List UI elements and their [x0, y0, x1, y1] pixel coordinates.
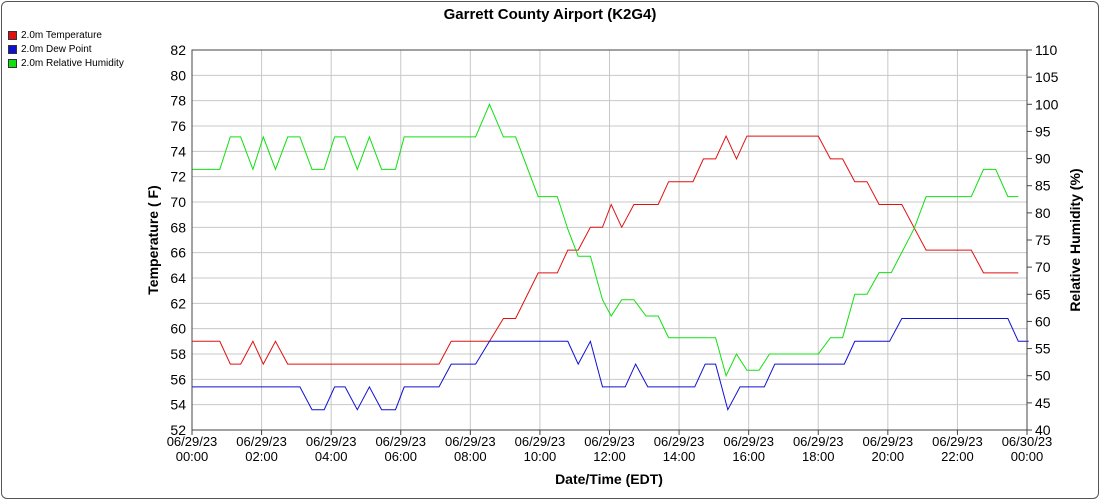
x-tick-label-time: 10:00 — [524, 449, 557, 464]
x-tick-label-time: 20:00 — [872, 449, 905, 464]
x-tick-label-time: 12:00 — [593, 449, 626, 464]
y2-tick-label: 105 — [1035, 69, 1059, 85]
y2-tick-label: 40 — [1035, 422, 1051, 438]
y-tick-label: 74 — [170, 143, 186, 159]
y2-tick-label: 60 — [1035, 313, 1051, 329]
grid — [191, 49, 1028, 431]
y2-tick-label: 45 — [1035, 395, 1051, 411]
legend-swatch-relative-humidity — [8, 58, 17, 68]
x-tick-label-date: 06/29/23 — [584, 434, 635, 449]
x-tick-label-time: 22:00 — [941, 449, 974, 464]
series-lines — [192, 103, 1029, 412]
y2-tick-label: 90 — [1035, 151, 1051, 167]
series-line-relative-humidity — [192, 103, 1019, 378]
x-tick-label-date: 06/29/23 — [306, 434, 357, 449]
y2-tick-label: 85 — [1035, 178, 1051, 194]
x-tick-label-date: 06/29/23 — [723, 434, 774, 449]
series-line-temperature — [192, 134, 1019, 366]
x-tick-label-date: 06/29/23 — [793, 434, 844, 449]
y-tick-label: 62 — [170, 295, 186, 311]
x-tick-label-date: 06/29/23 — [515, 434, 566, 449]
y-tick-label: 52 — [170, 422, 186, 438]
x-tick-label-time: 00:00 — [176, 449, 209, 464]
y2-tick-label: 75 — [1035, 232, 1051, 248]
x-tick-label-date: 06/29/23 — [863, 434, 914, 449]
y-tick-label: 68 — [170, 219, 186, 235]
x-tick-label-date: 06/29/23 — [167, 434, 218, 449]
x-tick-label-time: 18:00 — [802, 449, 835, 464]
legend-label-temperature: 2.0m Temperature — [21, 29, 102, 41]
y-tick-label: 78 — [170, 93, 186, 109]
legend: 2.0m Temperature 2.0m Dew Point 2.0m Rel… — [8, 28, 124, 70]
y2-tick-label: 100 — [1035, 96, 1059, 112]
y-tick-label: 70 — [170, 194, 186, 210]
y-tick-label: 76 — [170, 118, 186, 134]
y-tick-label: 56 — [170, 371, 186, 387]
y2-tick-label: 95 — [1035, 123, 1051, 139]
y2-tick-label: 80 — [1035, 205, 1051, 221]
legend-swatch-temperature — [8, 30, 17, 40]
x-tick-label-date: 06/29/23 — [236, 434, 287, 449]
y2-tick-label: 65 — [1035, 286, 1051, 302]
x-tick-label-time: 16:00 — [732, 449, 765, 464]
axes: 52 54 56 58 60 62 64 66 68 70 72 74 76 78 80 82 40 45 50 55… — [167, 42, 1059, 464]
y-tick-label: 58 — [170, 346, 186, 362]
series-line-dew-point — [192, 318, 1029, 412]
legend-item-relative-humidity: 2.0m Relative Humidity — [8, 56, 124, 70]
y2-tick-label: 70 — [1035, 259, 1051, 275]
x-tick-label-time: 14:00 — [663, 449, 696, 464]
x-tick-label-time: 08:00 — [454, 449, 487, 464]
y2-tick-label: 110 — [1035, 42, 1058, 58]
y2-tick-label: 55 — [1035, 341, 1051, 357]
legend-label-dew-point: 2.0m Dew Point — [21, 43, 92, 55]
x-axis-label: Date/Time (EDT) — [555, 471, 663, 487]
y-tick-label: 80 — [170, 67, 186, 83]
x-tick-label-date: 06/29/23 — [654, 434, 705, 449]
y-tick-label: 64 — [170, 270, 186, 286]
y-tick-label: 66 — [170, 245, 186, 261]
chart-title: Garrett County Airport (K2G4) — [444, 6, 657, 23]
y-axis-label: Temperature ( F) — [145, 185, 161, 294]
y-tick-label: 54 — [170, 397, 186, 413]
y-tick-label: 60 — [170, 321, 186, 337]
x-tick-label-time: 06:00 — [384, 449, 417, 464]
x-tick-label-date: 06/29/23 — [445, 434, 496, 449]
y2-tick-label: 50 — [1035, 368, 1051, 384]
x-tick-label-date: 06/30/23 — [1002, 434, 1053, 449]
legend-item-dew-point: 2.0m Dew Point — [8, 42, 124, 56]
y2-axis-label: Relative Humidity (%) — [1067, 168, 1083, 311]
x-tick-label-date: 06/29/23 — [932, 434, 983, 449]
legend-swatch-dew-point — [8, 44, 17, 54]
y-tick-label: 72 — [170, 169, 186, 185]
x-tick-label-time: 02:00 — [245, 449, 278, 464]
x-tick-label-date: 06/29/23 — [375, 434, 426, 449]
x-tick-label-time: 04:00 — [315, 449, 348, 464]
x-tick-label-time: 00:00 — [1011, 449, 1044, 464]
plot-area-border — [191, 49, 1028, 431]
y-tick-label: 82 — [170, 42, 186, 58]
legend-label-relative-humidity: 2.0m Relative Humidity — [21, 57, 124, 69]
legend-item-temperature: 2.0m Temperature — [8, 28, 124, 42]
